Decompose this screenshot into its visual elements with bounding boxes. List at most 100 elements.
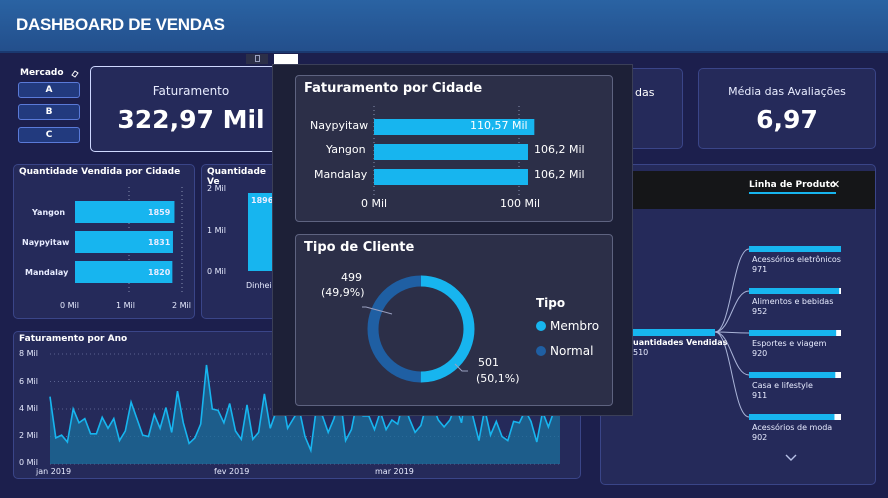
qtd-pagamento-bar-label: 1896 (251, 196, 274, 205)
kpi-faturamento-value: 322,97 Mil (117, 105, 265, 134)
faturamento-ano-title: Faturamento por Ano (19, 334, 128, 344)
linha-produto-item-label: Esportes e viagem (752, 339, 827, 348)
filter-icon[interactable] (255, 55, 260, 62)
kpi-faturamento-card[interactable]: Faturamento 322,97 Mil (90, 66, 292, 152)
linha-produto-item-value: 971 (752, 265, 768, 274)
faturamento-cidade-chart[interactable]: Faturamento por Cidade Naypyitaw Yangon … (295, 75, 613, 222)
linha-produto-bar[interactable] (749, 246, 841, 252)
fat-ano-ytick-6: 6 Mil (19, 377, 38, 386)
tipo-cliente-svg (362, 275, 546, 383)
faturamento-cidade-svg (373, 106, 535, 196)
donut-slice-normal[interactable] (367, 275, 422, 383)
linha-produto-bar[interactable] (749, 330, 837, 336)
close-icon[interactable]: ✕ (831, 178, 841, 191)
tipo-cliente-title: Tipo de Cliente (304, 240, 415, 255)
slicer-option-a[interactable]: A (18, 82, 80, 98)
kpi-faturamento-label: Faturamento (152, 84, 230, 98)
qtd-pagamento-bar-dinheiro[interactable] (248, 193, 274, 271)
qtd-cidade-val-naypyitaw: 1831 (148, 238, 171, 247)
kpi-avaliacoes-value: 6,97 (756, 105, 818, 134)
linha-produto-link (714, 331, 750, 418)
header-bar: DASHBOARD DE VENDAS (0, 0, 888, 53)
linha-produto-link (714, 290, 750, 333)
slicer-label: Mercado (20, 68, 64, 78)
legend-membro[interactable]: Membro (550, 319, 600, 333)
linha-produto-bar[interactable] (749, 372, 836, 378)
qtd-cidade-bar[interactable] (75, 261, 173, 283)
fat-cidade-tick-0: 0 Mil (361, 197, 388, 210)
linha-produto-root-bar (633, 329, 715, 336)
fat-ano-ytick-4: 4 Mil (19, 404, 38, 413)
qtd-cidade-cat-naypyitaw: Naypyitaw (22, 238, 70, 247)
tipo-normal-value: 499 (341, 271, 362, 284)
tipo-cliente-chart[interactable]: Tipo de Cliente 499 (49,9%) 501 (50,1%) … (295, 234, 613, 406)
qtd-cidade-cat-yangon: Yangon (32, 208, 66, 217)
fat-cidade-bar[interactable] (374, 119, 535, 135)
qtd-cidade-chart[interactable]: Quantidade Vendida por Cidade Yangon Nay… (13, 164, 195, 319)
linha-produto-svg (633, 246, 841, 420)
linha-produto-bar[interactable] (749, 288, 840, 294)
linha-produto-panel[interactable]: Linha de Produto ✕ uantidades Vendidas 5… (600, 164, 876, 485)
linha-produto-item-value: 920 (752, 349, 768, 358)
linha-produto-root-value: 510 (633, 348, 649, 357)
linha-produto-link (714, 331, 750, 376)
dashboard-title: DASHBOARD DE VENDAS (16, 15, 225, 34)
legend-normal[interactable]: Normal (550, 344, 594, 358)
faturamento-cidade-title: Faturamento por Cidade (304, 81, 483, 96)
qtd-cidade-title: Quantidade Vendida por Cidade (19, 167, 181, 177)
fat-cidade-cat-yangon: Yangon (326, 143, 366, 156)
qtd-cidade-val-mandalay: 1820 (148, 268, 171, 277)
fat-cidade-cat-mandalay: Mandalay (314, 168, 368, 181)
qtd-cidade-bar[interactable] (75, 201, 175, 223)
tipo-normal-pct: (49,9%) (321, 286, 365, 299)
qtd-pagamento-cat-dinheiro: Dinheiro (246, 281, 280, 290)
linha-produto-item-value: 902 (752, 433, 768, 442)
legend-normal-marker (536, 346, 546, 356)
qtd-pagamento-ytick-2: 2 Mil (207, 184, 226, 193)
tipo-membro-pct: (50,1%) (476, 372, 520, 385)
linha-produto-item-value: 952 (752, 307, 768, 316)
qtd-pagamento-chart[interactable]: Quantidade Ve 2 Mil 1 Mil 0 Mil 1896 Din… (201, 164, 281, 319)
linha-produto-item-value: 911 (752, 391, 768, 400)
qtd-cidade-bar[interactable] (75, 231, 173, 253)
fat-ano-xtick-mar: mar 2019 (375, 467, 414, 476)
fat-cidade-bar[interactable] (374, 169, 528, 185)
chevron-down-icon[interactable] (784, 453, 798, 463)
qtd-pagamento-title: Quantidade Ve (207, 167, 266, 187)
faturamento-ano-line (49, 364, 561, 454)
qtd-cidade-val-yangon: 1859 (148, 208, 171, 217)
qtd-cidade-tick-0: 0 Mil (60, 301, 79, 310)
qtd-pagamento-ytick-0: 0 Mil (207, 267, 226, 276)
qtd-cidade-svg (75, 187, 183, 295)
eraser-icon[interactable] (70, 69, 79, 78)
fat-cidade-cat-naypyitaw: Naypyitaw (310, 119, 369, 132)
fat-ano-xtick-jan: jan 2019 (36, 467, 72, 476)
slicer-option-c[interactable]: C (18, 127, 80, 143)
fat-ano-ytick-8: 8 Mil (19, 349, 38, 358)
linha-produto-tab[interactable]: Linha de Produto (749, 180, 837, 194)
qtd-cidade-cat-mandalay: Mandalay (25, 268, 69, 277)
focus-popup: Faturamento por Cidade Naypyitaw Yangon … (272, 64, 633, 416)
qtd-cidade-tick-2: 2 Mil (172, 301, 191, 310)
kpi-avaliacoes-card[interactable]: Média das Avaliações 6,97 (698, 68, 876, 149)
linha-produto-link (714, 331, 750, 334)
fat-cidade-val-mandalay: 106,2 Mil (534, 168, 585, 181)
fat-ano-ytick-0: 0 Mil (19, 458, 38, 467)
fat-ano-ytick-2: 2 Mil (19, 431, 38, 440)
popup-filter-tab (246, 54, 268, 64)
popup-more-tab[interactable] (274, 54, 298, 64)
linha-produto-item-label: Acessórios eletrônicos (752, 255, 841, 264)
linha-produto-toolbar: Linha de Produto ✕ (631, 171, 875, 209)
linha-produto-link (714, 248, 750, 333)
linha-produto-item-label: Casa e lifestyle (752, 381, 813, 390)
linha-produto-bar[interactable] (749, 414, 835, 420)
faturamento-ano-area (50, 365, 560, 464)
donut-slice-membro[interactable] (420, 275, 475, 383)
linha-produto-item-label: Alimentos e bebidas (752, 297, 834, 306)
fat-cidade-bar[interactable] (374, 144, 528, 160)
qtd-cidade-tick-1: 1 Mil (116, 301, 135, 310)
slicer-option-b[interactable]: B (18, 104, 80, 120)
kpi-hidden-label: das (635, 86, 655, 99)
fat-cidade-val-yangon: 106,2 Mil (534, 143, 585, 156)
qtd-pagamento-ytick-1: 1 Mil (207, 226, 226, 235)
